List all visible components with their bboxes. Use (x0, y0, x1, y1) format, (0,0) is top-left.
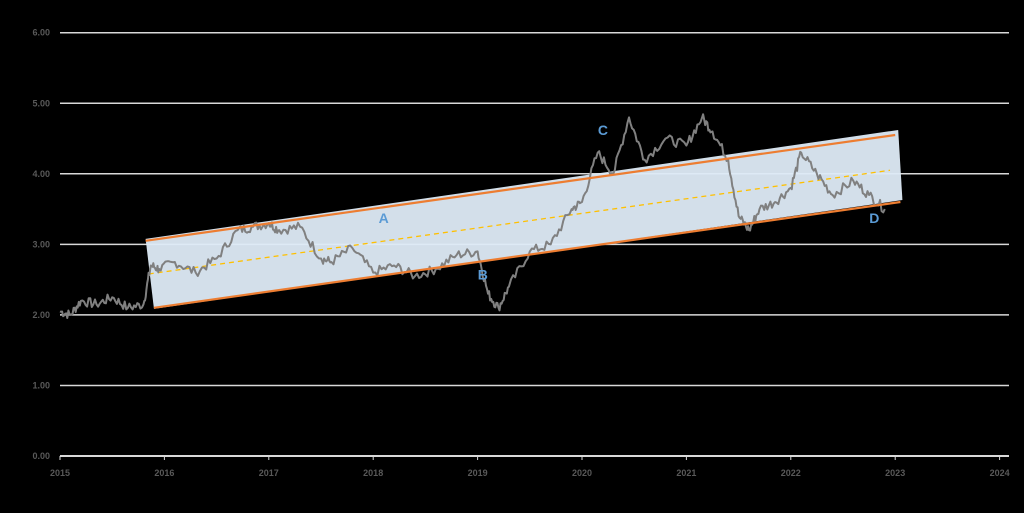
y-tick-label: 3.00 (32, 239, 50, 249)
annotation-a: A (379, 210, 389, 226)
x-tick-label: 2022 (781, 468, 801, 478)
y-tick-label: 4.00 (32, 169, 50, 179)
annotation-c: C (598, 122, 608, 138)
y-tick-label: 6.00 (32, 28, 50, 38)
x-tick-label: 2021 (676, 468, 696, 478)
y-axis-labels: 0.00 1.00 2.00 3.00 4.00 5.00 6.00 (32, 28, 50, 461)
x-tick-label: 2019 (468, 468, 488, 478)
annotation-d: D (869, 210, 879, 226)
annotation-labels: A B C D (379, 122, 880, 283)
channel-band (145, 129, 903, 309)
channel-midline (148, 169, 891, 275)
y-tick-label: 5.00 (32, 98, 50, 108)
annotation-b: B (478, 267, 488, 283)
x-tick-label: 2015 (50, 468, 70, 478)
x-tick-label: 2017 (259, 468, 279, 478)
channel-upper-line (145, 133, 896, 242)
x-tick-label: 2018 (363, 468, 383, 478)
x-tick-label: 2020 (572, 468, 592, 478)
x-tick-label: 2016 (154, 468, 174, 478)
y-tick-label: 0.00 (32, 451, 50, 461)
y-tick-label: 1.00 (32, 380, 50, 390)
channel-lower-line (153, 200, 901, 309)
x-axis-labels: 2015 2016 2017 2018 2019 2020 2021 2022 2023 2024 (50, 456, 1010, 478)
x-tick-label: 2024 (990, 468, 1010, 478)
y-tick-label: 2.00 (32, 310, 50, 320)
x-tick-label: 2023 (885, 468, 905, 478)
